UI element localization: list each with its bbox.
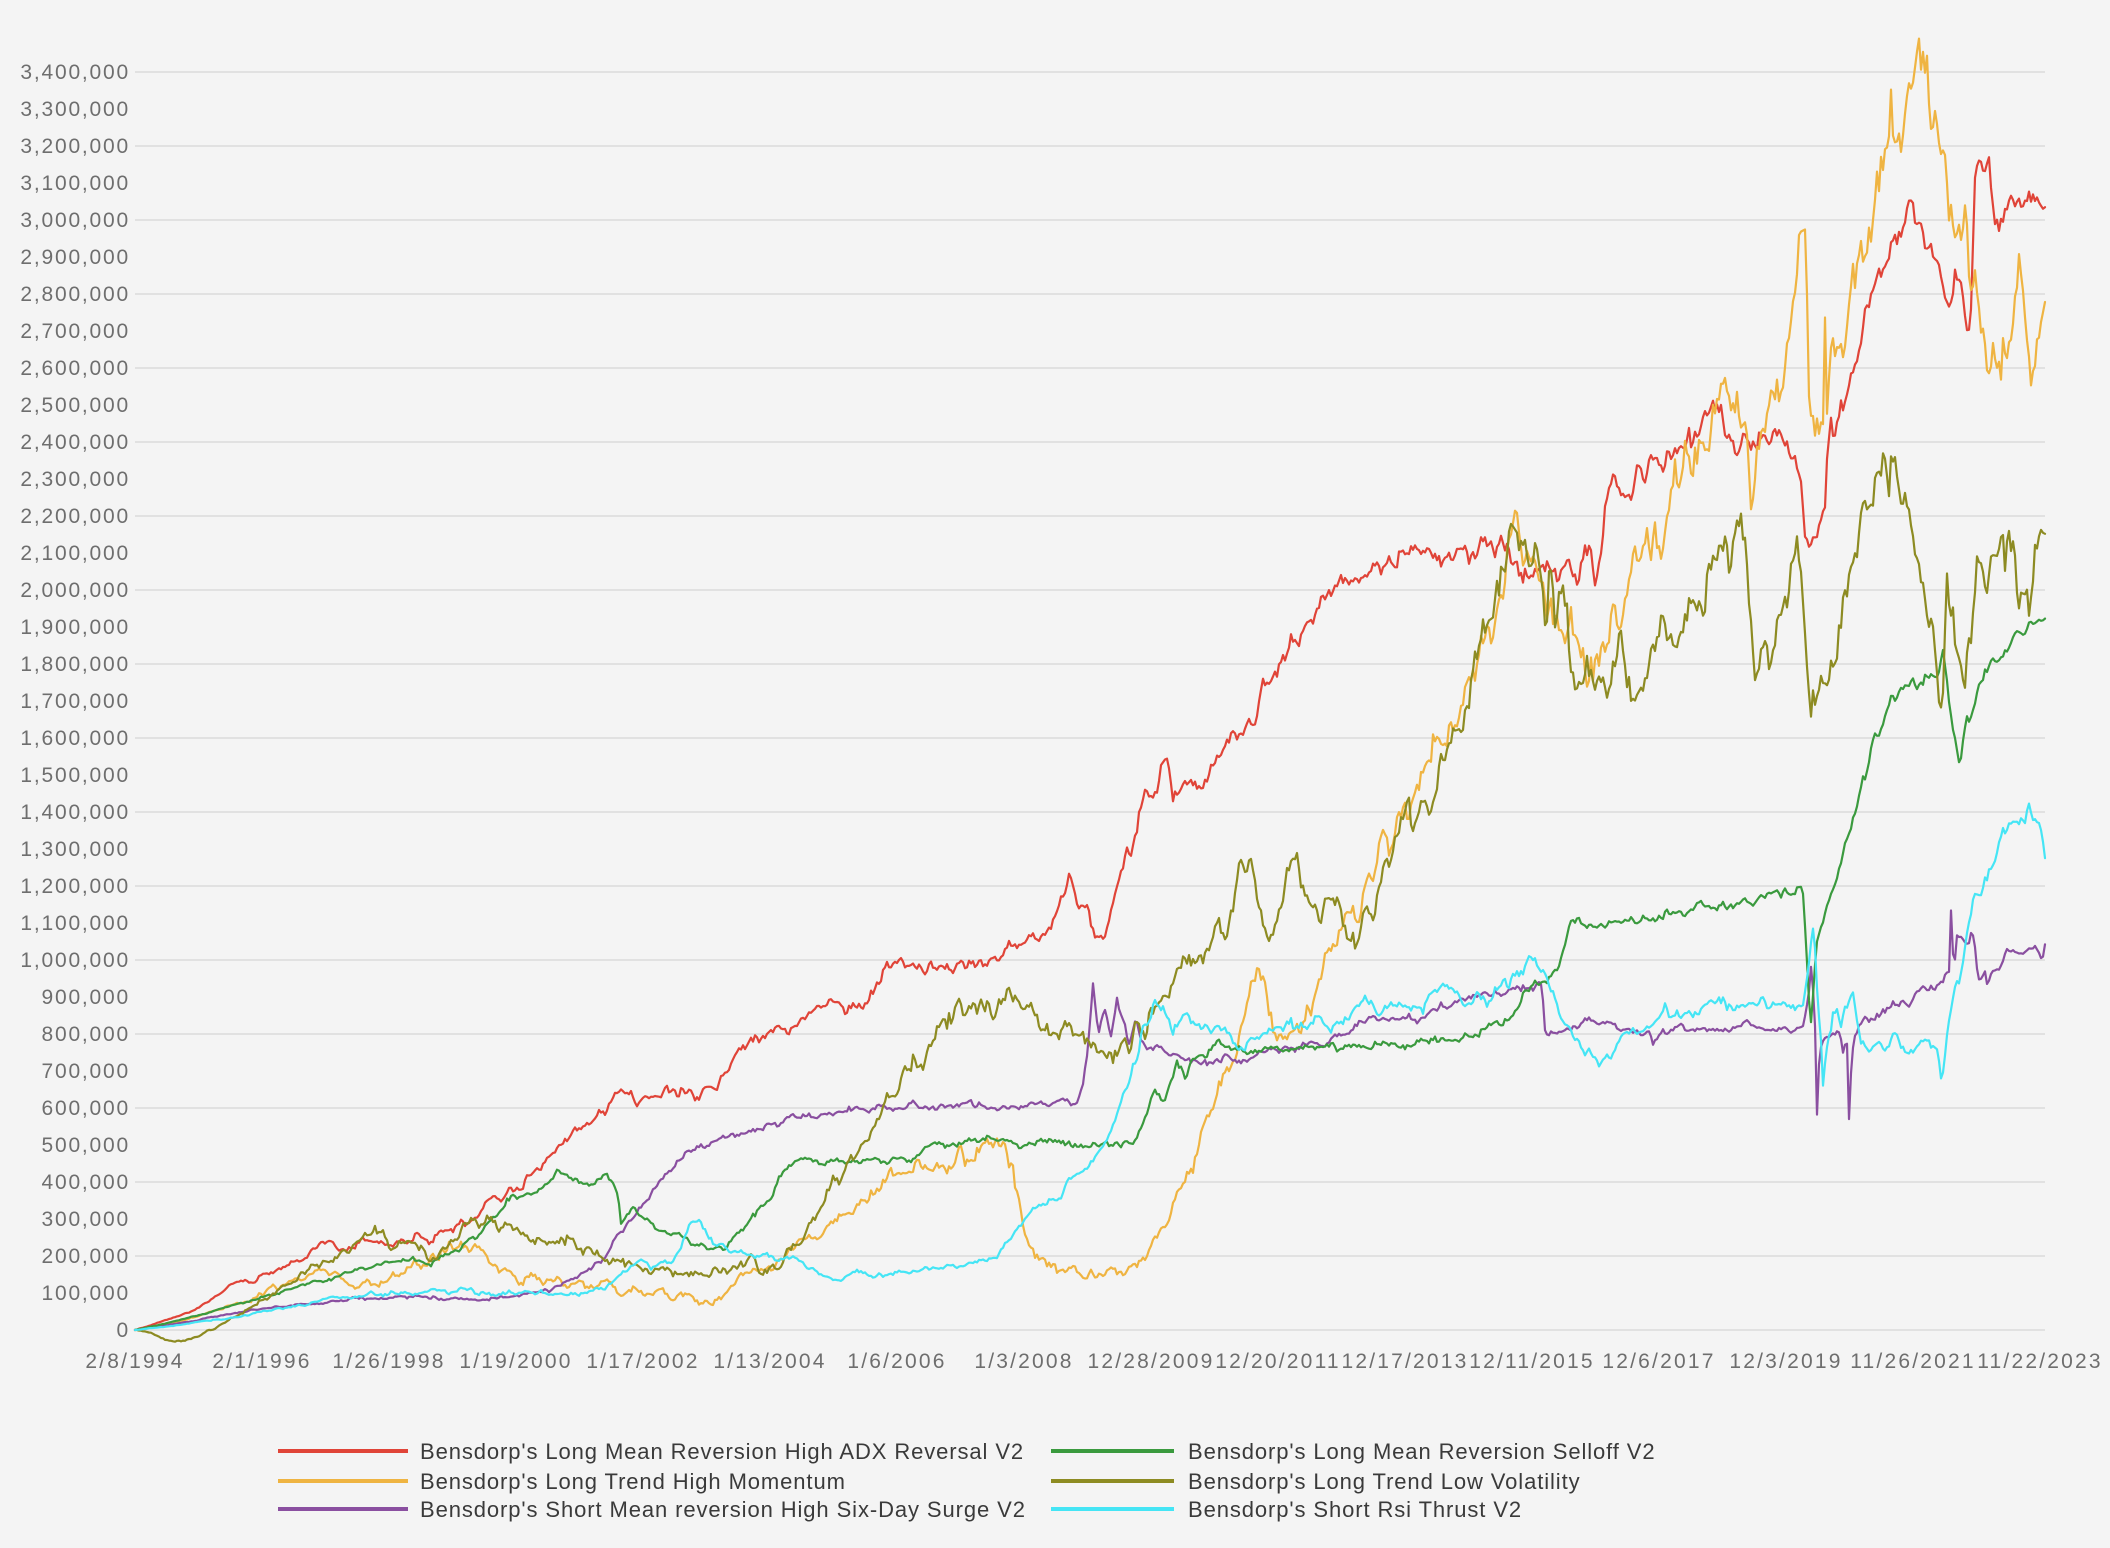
svg-text:2,500,000: 2,500,000 — [20, 394, 130, 417]
svg-text:3,400,000: 3,400,000 — [20, 61, 130, 84]
svg-text:1,800,000: 1,800,000 — [20, 653, 130, 676]
svg-text:1/6/2006: 1/6/2006 — [847, 1350, 946, 1373]
svg-text:1,600,000: 1,600,000 — [20, 727, 130, 750]
svg-text:200,000: 200,000 — [41, 1245, 130, 1268]
svg-text:1,200,000: 1,200,000 — [20, 875, 130, 898]
svg-text:2,600,000: 2,600,000 — [20, 357, 130, 380]
svg-text:1,500,000: 1,500,000 — [20, 764, 130, 787]
svg-text:3,100,000: 3,100,000 — [20, 172, 130, 195]
svg-text:12/17/2013: 12/17/2013 — [1341, 1350, 1468, 1373]
svg-text:12/28/2009: 12/28/2009 — [1087, 1350, 1214, 1373]
svg-text:1/17/2002: 1/17/2002 — [586, 1350, 699, 1373]
svg-text:600,000: 600,000 — [41, 1097, 130, 1120]
svg-text:1/3/2008: 1/3/2008 — [974, 1350, 1073, 1373]
svg-text:12/20/2011: 12/20/2011 — [1215, 1350, 1341, 1373]
svg-text:100,000: 100,000 — [41, 1282, 130, 1305]
svg-text:1,000,000: 1,000,000 — [20, 949, 130, 972]
svg-text:12/3/2019: 12/3/2019 — [1729, 1350, 1842, 1373]
svg-text:Bensdorp's Short Rsi Thrust V2: Bensdorp's Short Rsi Thrust V2 — [1188, 1497, 1522, 1522]
svg-text:11/22/2023: 11/22/2023 — [1977, 1350, 2103, 1373]
svg-text:300,000: 300,000 — [41, 1208, 130, 1231]
svg-text:2/8/1994: 2/8/1994 — [85, 1350, 184, 1373]
svg-text:12/11/2015: 12/11/2015 — [1469, 1350, 1595, 1373]
svg-text:1/26/1998: 1/26/1998 — [332, 1350, 445, 1373]
svg-text:0: 0 — [117, 1319, 130, 1342]
svg-text:Bensdorp's Long Trend Low Vola: Bensdorp's Long Trend Low Volatility — [1188, 1469, 1581, 1494]
svg-text:2,700,000: 2,700,000 — [20, 320, 130, 343]
svg-text:400,000: 400,000 — [41, 1171, 130, 1194]
svg-text:3,000,000: 3,000,000 — [20, 209, 130, 232]
svg-text:500,000: 500,000 — [41, 1134, 130, 1157]
svg-text:1,100,000: 1,100,000 — [20, 912, 130, 935]
svg-text:1,300,000: 1,300,000 — [20, 838, 130, 861]
svg-text:2,200,000: 2,200,000 — [20, 505, 130, 528]
svg-text:1/13/2004: 1/13/2004 — [713, 1350, 826, 1373]
svg-text:Bensdorp's Long Mean Reversion: Bensdorp's Long Mean Reversion Selloff V… — [1188, 1439, 1656, 1464]
svg-text:2,300,000: 2,300,000 — [20, 468, 130, 491]
svg-text:1/19/2000: 1/19/2000 — [459, 1350, 572, 1373]
svg-text:2,000,000: 2,000,000 — [20, 579, 130, 602]
svg-text:2,400,000: 2,400,000 — [20, 431, 130, 454]
svg-text:1,700,000: 1,700,000 — [20, 690, 130, 713]
svg-text:700,000: 700,000 — [41, 1060, 130, 1083]
svg-text:3,300,000: 3,300,000 — [20, 98, 130, 121]
svg-text:2,100,000: 2,100,000 — [20, 542, 130, 565]
svg-text:Bensdorp's Long Mean Reversion: Bensdorp's Long Mean Reversion High ADX … — [420, 1439, 1024, 1464]
svg-text:2,900,000: 2,900,000 — [20, 246, 130, 269]
svg-text:Bensdorp's Long Trend High Mom: Bensdorp's Long Trend High Momentum — [420, 1469, 846, 1494]
svg-text:2/1/1996: 2/1/1996 — [212, 1350, 311, 1373]
svg-text:Bensdorp's Short Mean reversio: Bensdorp's Short Mean reversion High Six… — [420, 1497, 1026, 1522]
svg-text:800,000: 800,000 — [41, 1023, 130, 1046]
svg-text:2,800,000: 2,800,000 — [20, 283, 130, 306]
svg-text:3,200,000: 3,200,000 — [20, 135, 130, 158]
svg-text:1,900,000: 1,900,000 — [20, 616, 130, 639]
svg-text:11/26/2021: 11/26/2021 — [1850, 1350, 1976, 1373]
svg-text:1,400,000: 1,400,000 — [20, 801, 130, 824]
svg-text:900,000: 900,000 — [41, 986, 130, 1009]
svg-text:12/6/2017: 12/6/2017 — [1602, 1350, 1715, 1373]
